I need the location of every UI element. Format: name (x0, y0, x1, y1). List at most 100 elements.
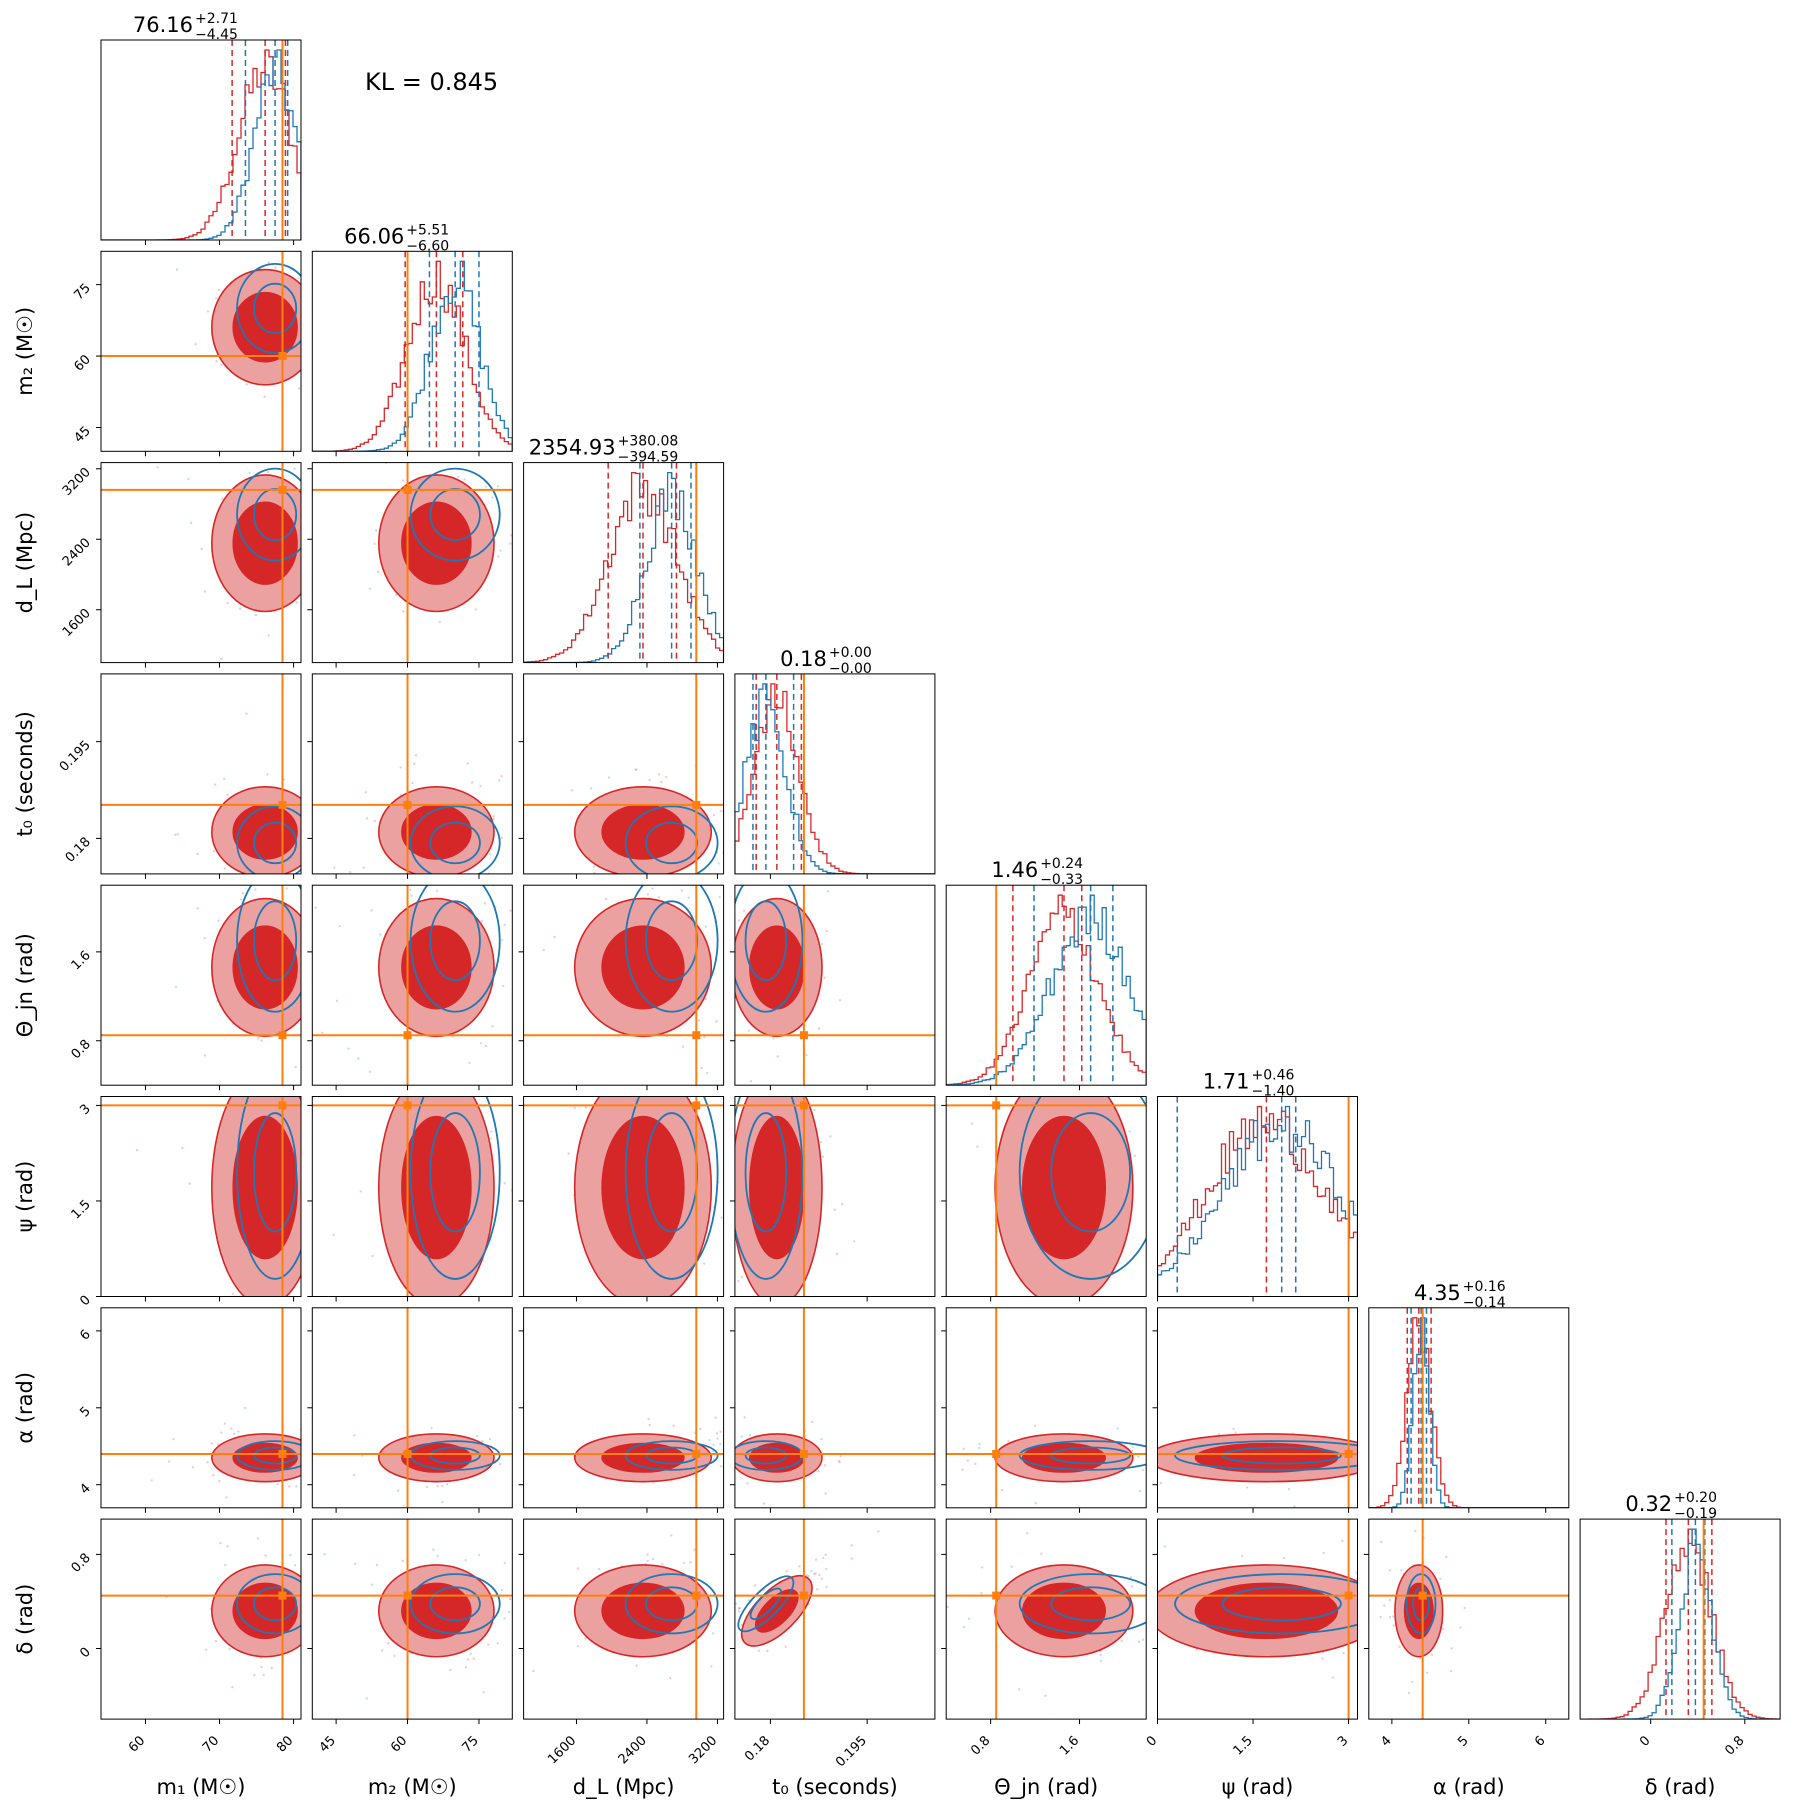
sample-point (228, 867, 230, 869)
sample-point (500, 774, 503, 778)
sample-point (316, 828, 318, 830)
sample-point (761, 1397, 763, 1399)
y-tick-label: 1.5 (69, 1197, 94, 1222)
sample-point (375, 1563, 379, 1567)
sample-point (305, 1087, 307, 1089)
sample-point (499, 1316, 501, 1318)
y-tick-label: 1600 (60, 606, 94, 640)
y-tick-label: 2400 (60, 535, 94, 569)
sample-point (303, 985, 305, 987)
x-tick-label: 2400 (616, 1733, 650, 1767)
sample-point (200, 547, 203, 551)
sample-point (414, 448, 416, 450)
sample-point (491, 496, 494, 499)
panel-content (312, 1519, 513, 1720)
sample-point (345, 1449, 347, 1451)
panel-frame (945, 1096, 1147, 1297)
sample-point (752, 1429, 754, 1431)
x-axis-label: α (rad) (1433, 1775, 1505, 1799)
sample-point (1153, 969, 1155, 971)
sample-point (275, 877, 277, 879)
sample-point (703, 1262, 706, 1265)
sample-point (1293, 1505, 1296, 1508)
sample-point (314, 784, 316, 786)
sample-point (302, 529, 304, 531)
sample-point (323, 1553, 326, 1556)
panel-content (523, 885, 724, 1086)
truth-marker (403, 485, 412, 494)
sample-point (1017, 1688, 1021, 1691)
sample-point (689, 1561, 692, 1564)
sample-point (814, 1558, 818, 1561)
panel-content (101, 40, 301, 240)
panel-psi-t0 (729, 1096, 936, 1399)
sample-point (1441, 1627, 1445, 1631)
sample-point (715, 1020, 718, 1023)
sample-point (218, 1479, 221, 1483)
contour-blue-inner (744, 1446, 788, 1465)
truth-marker (799, 1101, 808, 1110)
sample-point (666, 876, 668, 878)
sample-point (479, 1041, 483, 1045)
panel-theta_jn-dL (518, 884, 725, 1091)
hist-red (101, 49, 301, 240)
sample-point (475, 1434, 479, 1438)
sample-point (433, 1044, 435, 1046)
y-tick-label: 3200 (60, 465, 94, 499)
sample-point (323, 452, 325, 454)
sample-point (274, 266, 277, 269)
sample-point (818, 1573, 821, 1577)
x-tick-label: 75 (459, 1733, 481, 1755)
sample-point (315, 498, 317, 500)
sample-point (226, 601, 229, 605)
contour-red-inner (232, 925, 298, 1010)
sample-point (492, 817, 495, 821)
panel-content (946, 885, 1147, 1086)
panel-content (946, 969, 1197, 1297)
sample-point (335, 999, 339, 1002)
sample-point (1147, 1583, 1149, 1585)
panel-content (101, 251, 336, 452)
sample-point (1388, 1474, 1390, 1476)
contour-blue-inner (1412, 1586, 1431, 1622)
sample-point (1377, 1628, 1379, 1630)
contour-blue-outer (236, 885, 301, 1013)
truth-marker (278, 1101, 287, 1110)
contour-blue-inner (429, 821, 481, 865)
sample-point (1033, 1424, 1037, 1427)
sample-point (196, 852, 199, 856)
sample-point (1195, 1079, 1197, 1081)
sample-point (417, 890, 419, 892)
sample-point (393, 454, 395, 456)
sample-point (228, 1647, 231, 1651)
sample-point (304, 794, 306, 796)
sample-point (314, 840, 316, 842)
sample-point (308, 1447, 310, 1449)
sample-point (323, 310, 325, 312)
sample-point (1379, 1615, 1382, 1619)
sample-point (823, 976, 826, 980)
hist-blue (1368, 1317, 1569, 1508)
panel-psi-m1 (96, 1087, 307, 1302)
sample-point (327, 1630, 329, 1632)
sample-point (259, 878, 261, 880)
sample-point (352, 1473, 356, 1477)
contour-blue-inner (1221, 1586, 1342, 1622)
panel-frame (734, 884, 936, 1086)
sample-point (489, 1137, 493, 1140)
sample-point (1099, 1653, 1102, 1657)
sample-point (1445, 1555, 1448, 1559)
sample-point (1240, 1554, 1244, 1558)
sample-point (1233, 1670, 1235, 1672)
contour-blue-outer (409, 805, 501, 874)
panel-content (1368, 1307, 1569, 1508)
sample-point (334, 260, 336, 262)
sample-point (966, 1459, 970, 1462)
sample-point (364, 791, 368, 794)
sample-point (474, 608, 477, 611)
contour-blue-outer (734, 885, 804, 1013)
sample-point (1491, 1640, 1493, 1642)
panel-content (101, 1519, 329, 1720)
sample-point (666, 1080, 668, 1082)
panel-theta_jn-theta_jn: 1.46 +0.24−0.33 (945, 856, 1147, 1091)
